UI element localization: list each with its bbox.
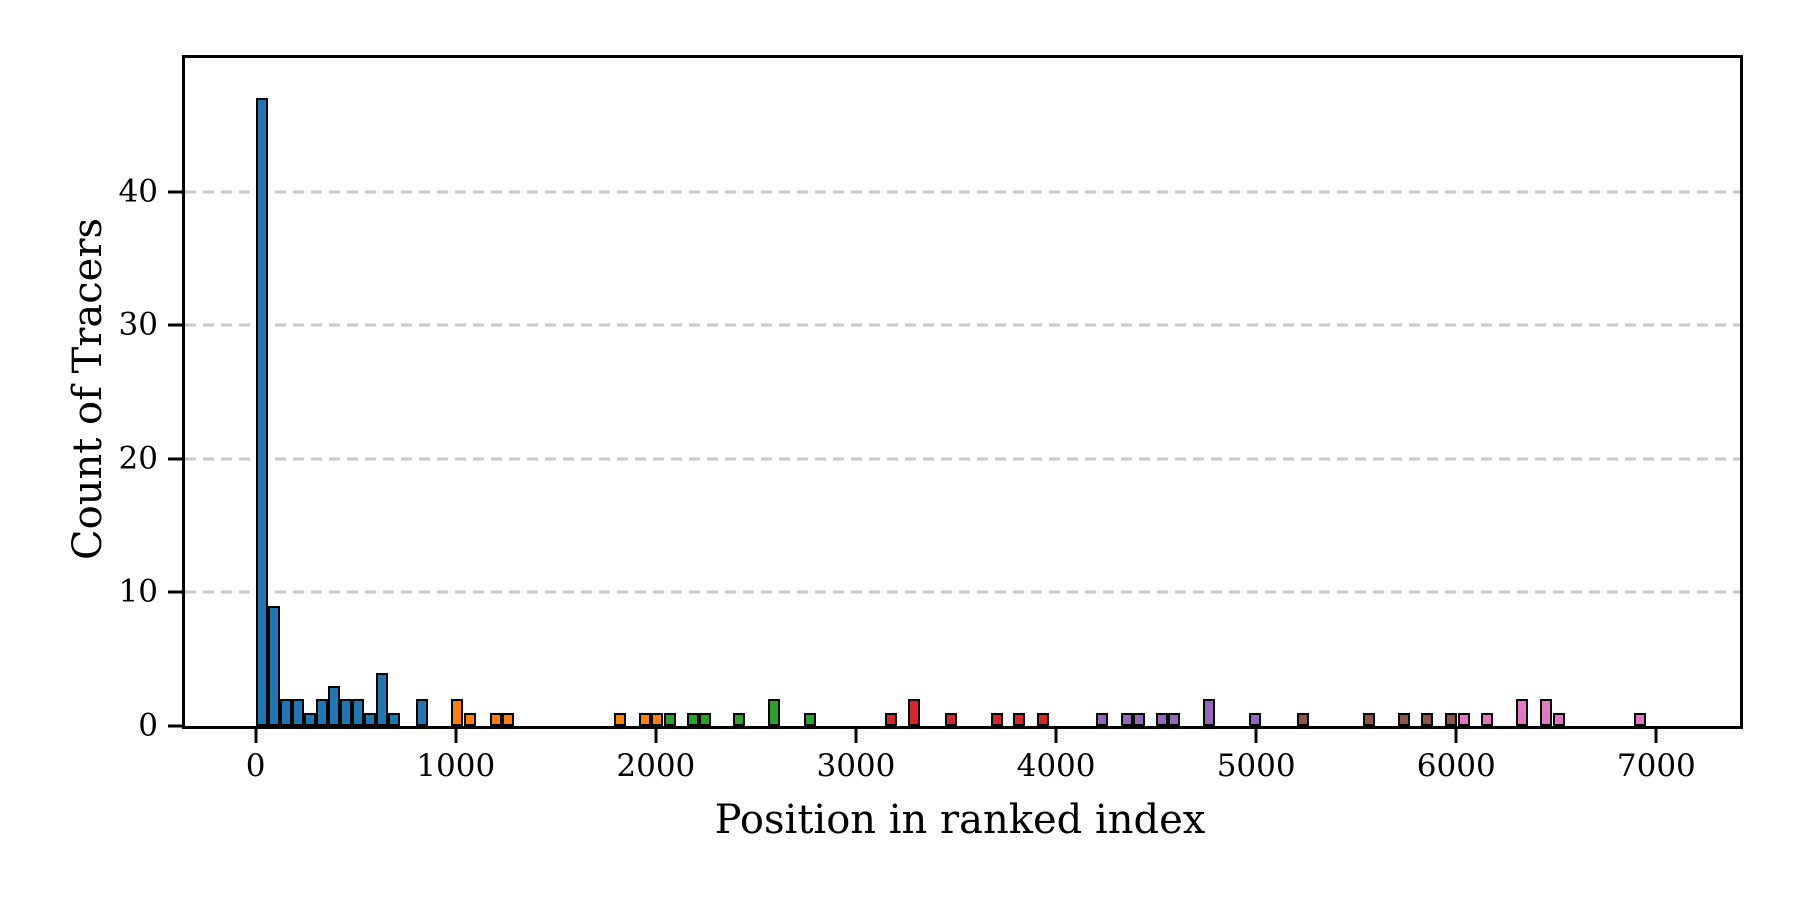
histogram-bar [1096, 712, 1109, 726]
y-tick-20 [168, 457, 182, 461]
y-tick-label: 10 [118, 573, 158, 610]
x-tick-label: 7000 [1616, 748, 1696, 784]
histogram-bar [303, 712, 316, 726]
y-tick-label: 0 [138, 707, 158, 744]
y-tick-10 [168, 590, 182, 594]
histogram-bar [1633, 712, 1646, 726]
histogram-bar [1421, 712, 1434, 726]
histogram-bar [1168, 712, 1181, 726]
histogram-bar [1037, 712, 1050, 726]
x-tick-label: 2000 [616, 748, 696, 784]
histogram-bar [415, 699, 428, 726]
histogram-bar [651, 712, 664, 726]
histogram-bar [339, 699, 352, 726]
histogram-bar [1248, 712, 1261, 726]
x-tick-2000 [654, 729, 658, 743]
histogram-bar [291, 699, 304, 726]
x-tick-7000 [1654, 729, 1658, 743]
histogram-bar [768, 699, 781, 726]
x-tick-5000 [1254, 729, 1258, 743]
histogram-bar [1445, 712, 1458, 726]
histogram-bar [267, 605, 280, 726]
plot-area [182, 55, 1743, 729]
histogram-bar [991, 712, 1003, 726]
y-axis-label: Count of Tracers [65, 218, 111, 560]
x-axis-label: Position in ranked index [714, 797, 1206, 843]
x-tick-1000 [454, 729, 458, 743]
histogram-bar [387, 712, 400, 726]
y-tick-0 [168, 724, 182, 728]
histogram-bar [463, 712, 476, 726]
histogram-bar [1553, 712, 1566, 726]
gridline-y-10 [185, 590, 1740, 594]
histogram-bar [733, 712, 746, 726]
histogram-bar [315, 699, 328, 726]
x-tick-0 [254, 729, 258, 743]
y-tick-label: 40 [118, 173, 158, 210]
histogram-bar [884, 712, 897, 726]
histogram-bar [1458, 712, 1471, 726]
histogram-bar [1133, 712, 1146, 726]
histogram-bar [803, 712, 816, 726]
histogram-bar [375, 672, 388, 726]
y-tick-30 [168, 323, 182, 327]
x-tick-label: 3000 [816, 748, 896, 784]
y-tick-label: 20 [118, 440, 158, 477]
histogram-bar [638, 712, 651, 726]
histogram-bar [614, 712, 627, 726]
histogram-bar [451, 699, 464, 726]
histogram-bar [664, 712, 677, 726]
y-tick-40 [168, 190, 182, 194]
histogram-bar [1398, 712, 1411, 726]
histogram-bar [327, 685, 340, 726]
histogram-bar [1296, 712, 1309, 726]
histogram-bar [255, 98, 268, 726]
gridline-y-20 [185, 457, 1740, 461]
x-tick-4000 [1054, 729, 1058, 743]
x-tick-label: 0 [245, 748, 266, 784]
gridline-y-40 [185, 190, 1740, 194]
histogram-bar [489, 712, 502, 726]
x-tick-6000 [1454, 729, 1458, 743]
gridline-y-30 [185, 323, 1740, 327]
histogram-bar [1202, 699, 1215, 726]
x-tick-label: 5000 [1216, 748, 1296, 784]
x-tick-label: 6000 [1416, 748, 1496, 784]
histogram-bar [1540, 699, 1553, 726]
x-tick-label: 1000 [416, 748, 496, 784]
histogram-bar [1363, 712, 1376, 726]
histogram-bar [945, 712, 958, 726]
histogram-bar [1013, 712, 1026, 726]
histogram-bar [699, 712, 712, 726]
x-tick-label: 4000 [1016, 748, 1096, 784]
histogram-bar [1155, 712, 1168, 726]
histogram-bar [351, 699, 364, 726]
histogram-bar [363, 712, 376, 726]
histogram-bar [501, 712, 514, 726]
x-tick-3000 [854, 729, 858, 743]
y-tick-label: 30 [118, 306, 158, 343]
histogram-bar [1481, 712, 1494, 726]
histogram-bar [279, 699, 292, 726]
histogram-bar [687, 712, 700, 726]
histogram-bar [1120, 712, 1133, 726]
histogram-bar [908, 699, 921, 726]
histogram-bar [1516, 699, 1529, 726]
